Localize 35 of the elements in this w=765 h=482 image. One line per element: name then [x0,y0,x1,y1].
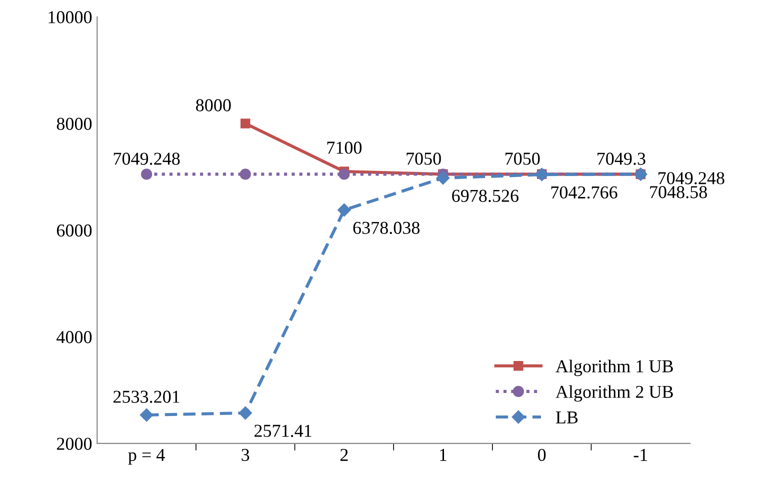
point [240,168,251,180]
point [141,168,152,180]
point [338,203,351,217]
point [140,408,154,422]
data-label: 7050 [406,152,441,165]
y-tick-label: 4000 [56,331,92,344]
data-label: 2571.41 [254,424,312,438]
x-tick-label: p = 4 [128,448,165,465]
legend-label: LB [556,412,578,424]
data-label: 2533.201 [114,390,180,403]
legend-label: Algorithm 2 UB [556,385,673,402]
point [338,168,350,180]
y-tick-label: 8000 [56,118,92,130]
legend-label: Algorithm 1 UB [556,360,673,376]
y-tick-label: 10000 [48,11,92,24]
data-label: 6978.526 [452,190,518,202]
x-tick-label: -1 [634,448,648,461]
data-label: 7042.766 [551,186,618,199]
data-label: 7050 [506,152,540,165]
y-tick-label: 2000 [56,438,92,450]
data-label: 7049.248 [658,172,724,184]
point [240,118,250,128]
x-tick-label: 1 [440,448,446,461]
data-label: 7049.3 [598,152,646,165]
data-label: 7049.248 [114,152,180,165]
data-label: 7048.58 [650,186,707,198]
point [436,171,450,185]
y-tick-label: 6000 [56,224,92,237]
data-label: 8000 [196,99,231,112]
data-label: 6378.038 [353,222,420,234]
x-tick-label: 2 [340,448,348,461]
point [238,406,252,420]
data-label: 7100 [327,142,362,154]
x-tick-label: 3 [242,448,250,462]
x-tick-label: 0 [538,448,546,462]
